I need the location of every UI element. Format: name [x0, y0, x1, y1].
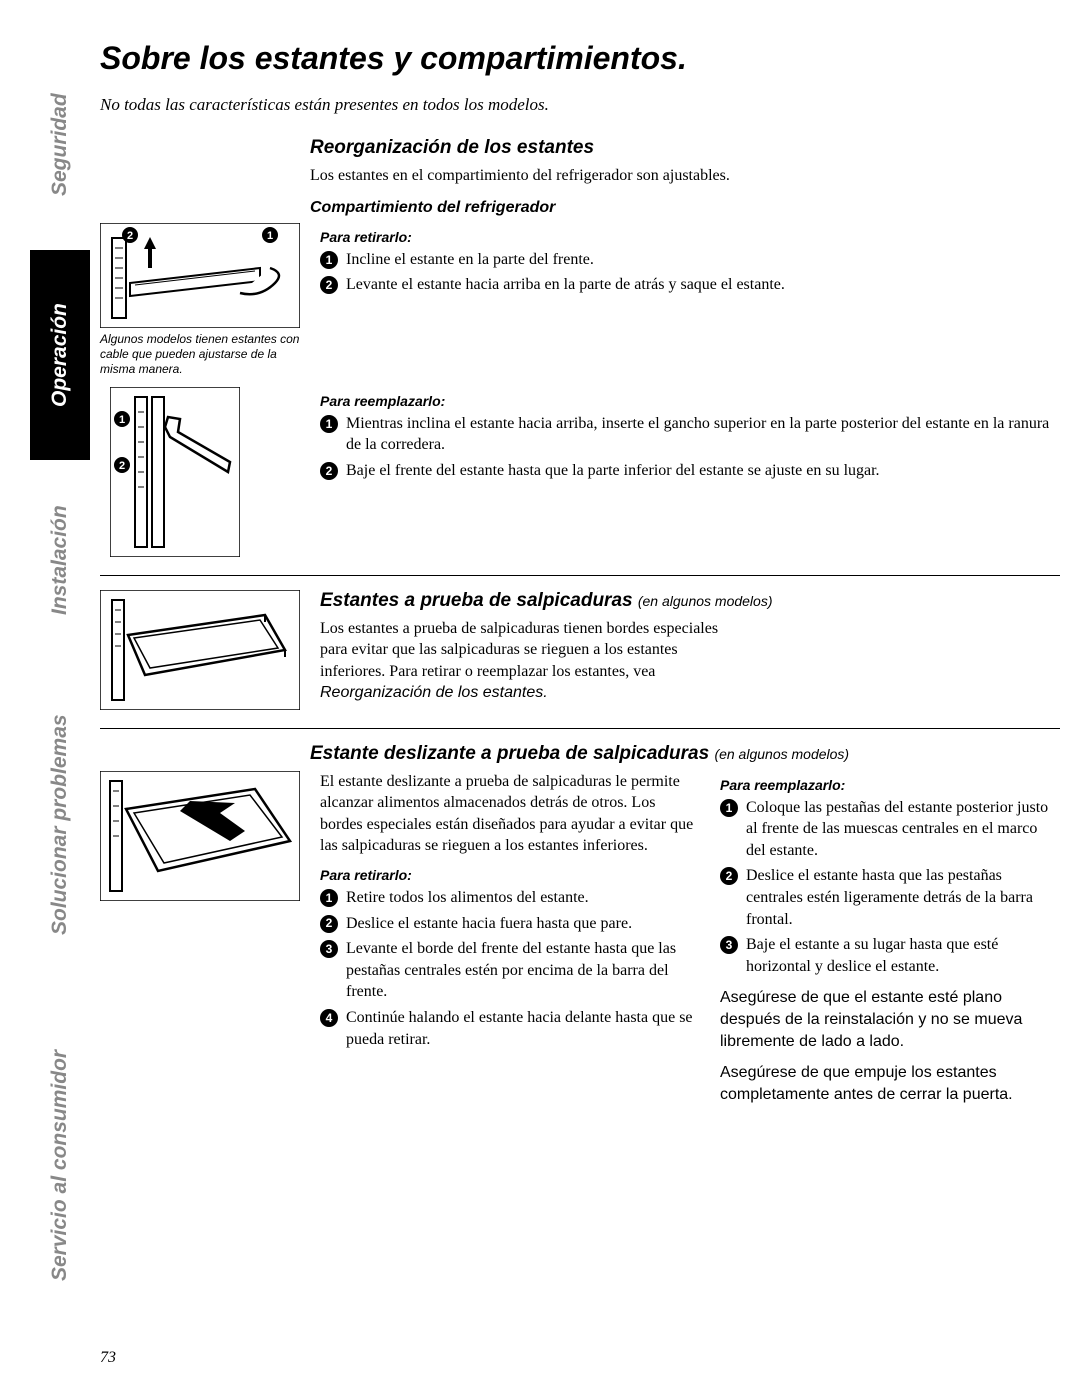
reorg-replace-figure-col: 1 2 [100, 387, 300, 557]
slide-header: Estante deslizante a prueba de salpicadu… [310, 743, 1060, 765]
svg-text:1: 1 [267, 230, 273, 242]
slide-intro: El estante deslizante a prueba de salpic… [320, 771, 700, 857]
sidebar-tab-3[interactable]: Solucionar problemas [30, 660, 90, 990]
spill-text-col: Estantes a prueba de salpicaduras (en al… [320, 590, 1060, 710]
step: 2 Deslice el estante hacia fuera hasta qu… [320, 913, 700, 935]
step: 3 Levante el borde del frente del estante… [320, 938, 700, 1003]
slide-title-text: Estante deslizante a prueba de salpicadu… [310, 743, 709, 764]
sidebar-tab-4[interactable]: Servicio al consumidor [30, 990, 90, 1340]
step-number-icon: 3 [320, 940, 338, 958]
reorg-replace-row: 1 2 Para reemplazarlo: 1 Mientras inclina… [100, 387, 1060, 557]
step: 1 Coloque las pestañas del estante poster… [720, 797, 1060, 862]
step-text: Retire todos los alimentos del estante. [346, 887, 589, 909]
step-text: Levante el estante hacia arriba en la pa… [346, 274, 785, 296]
step-number-icon: 2 [720, 867, 738, 885]
step: 1 Incline el estante en la parte del fren… [320, 249, 1060, 271]
step-text: Baje el frente del estante hasta que la … [346, 460, 880, 482]
replace-heading: Para reemplazarlo: [320, 393, 1060, 409]
step-number-icon: 1 [320, 251, 338, 269]
reorg-intro: Los estantes en el compartimiento del re… [310, 165, 1060, 187]
slide-remove-heading: Para retirarlo: [320, 867, 700, 883]
main-content: Sobre los estantes y compartimientos. No… [100, 40, 1060, 1105]
step-number-icon: 2 [320, 915, 338, 933]
step: 3 Baje el estante a su lugar hasta que es… [720, 934, 1060, 977]
sidebar-tab-0[interactable]: Seguridad [30, 40, 90, 250]
step-text: Incline el estante en la parte del frent… [346, 249, 594, 271]
page-title: Sobre los estantes y compartimientos. [100, 40, 1060, 77]
reorg-row: 2 1 Algunos modelos tienen estantes con … [100, 223, 1060, 377]
svg-text:2: 2 [127, 230, 133, 242]
shelf-replace-figure: 1 2 [110, 387, 240, 557]
step-text: Coloque las pestañas del estante posteri… [746, 797, 1060, 862]
step-number-icon: 2 [320, 276, 338, 294]
sidebar-tab-2[interactable]: Instalación [30, 460, 90, 660]
remove-heading: Para retirarlo: [320, 229, 1060, 245]
step-text: Levante el borde del frente del estante … [346, 938, 700, 1003]
step-number-icon: 1 [320, 415, 338, 433]
page-number: 73 [100, 1349, 116, 1367]
step: 4 Continúe halando el estante hacia delan… [320, 1007, 700, 1050]
step-number-icon: 4 [320, 1009, 338, 1027]
divider-1 [100, 575, 1060, 576]
step-number-icon: 3 [720, 936, 738, 954]
step: 1 Mientras inclina el estante hacia arrib… [320, 413, 1060, 456]
spill-title: Estantes a prueba de salpicaduras (en al… [320, 590, 1060, 612]
reorg-figure-col: 2 1 Algunos modelos tienen estantes con … [100, 223, 300, 377]
slide-qualifier: (en algunos modelos) [714, 746, 849, 762]
svg-text:2: 2 [119, 460, 125, 472]
step: 2 Levante el estante hacia arriba en la p… [320, 274, 1060, 296]
step-number-icon: 1 [320, 889, 338, 907]
page-subtitle: No todas las características están prese… [100, 95, 1060, 115]
slide-note1: Asegúrese de que el estante esté plano d… [720, 987, 1060, 1052]
reorg-replace-steps-col: Para reemplazarlo: 1 Mientras inclina el … [320, 387, 1060, 557]
spill-title-text: Estantes a prueba de salpicaduras [320, 590, 633, 611]
slide-replace-heading: Para reemplazarlo: [720, 777, 1060, 793]
slide-replace-steps: 1 Coloque las pestañas del estante poster… [720, 797, 1060, 978]
slide-shelf-figure [100, 771, 300, 901]
step-text: Deslice el estante hasta que las pestaña… [746, 865, 1060, 930]
step-text: Baje el estante a su lugar hasta que est… [746, 934, 1060, 977]
slide-title: Estante deslizante a prueba de salpicadu… [310, 743, 1060, 765]
slide-right-col: Para reemplazarlo: 1 Coloque las pestañas… [720, 771, 1060, 1106]
slide-left-col: El estante deslizante a prueba de salpic… [320, 771, 700, 1106]
spill-body: Los estantes a prueba de salpicaduras ti… [320, 618, 740, 704]
slide-figure-col [100, 771, 300, 1106]
reorg-title: Reorganización de los estantes [310, 137, 1060, 159]
slide-note2: Asegúrese de que empuje los estantes com… [720, 1062, 1060, 1105]
reorg-caption: Algunos modelos tienen estantes con cabl… [100, 332, 300, 377]
slide-row: El estante deslizante a prueba de salpic… [100, 771, 1060, 1106]
reorg-replace-steps: 1 Mientras inclina el estante hacia arrib… [320, 413, 1060, 482]
reorg-remove-steps: 1 Incline el estante en la parte del fren… [320, 249, 1060, 296]
spill-figure-col [100, 590, 300, 710]
slide-remove-steps: 1 Retire todos los alimentos del estante.… [320, 887, 700, 1050]
step: 2 Deslice el estante hasta que las pestañ… [720, 865, 1060, 930]
step: 2 Baje el frente del estante hasta que la… [320, 460, 1060, 482]
spill-body-text: Los estantes a prueba de salpicaduras ti… [320, 620, 718, 680]
shelf-remove-figure: 2 1 [100, 223, 300, 328]
sidebar-tab-1[interactable]: Operación [30, 250, 90, 460]
sidebar-tabs: SeguridadOperaciónInstalaciónSolucionar … [30, 40, 90, 1350]
step-text: Mientras inclina el estante hacia arriba… [346, 413, 1060, 456]
reorg-subheading: Compartimiento del refrigerador [310, 199, 1060, 217]
step-number-icon: 1 [720, 799, 738, 817]
reorg-remove-steps-col: Para retirarlo: 1 Incline el estante en l… [320, 223, 1060, 377]
svg-text:1: 1 [119, 414, 125, 426]
spill-qualifier: (en algunos modelos) [638, 593, 773, 609]
step: 1 Retire todos los alimentos del estante. [320, 887, 700, 909]
spill-body-ref: Reorganización de los estantes. [320, 684, 548, 701]
spill-shelf-figure [100, 590, 300, 710]
spill-row: Estantes a prueba de salpicaduras (en al… [100, 590, 1060, 710]
step-text: Continúe halando el estante hacia delant… [346, 1007, 700, 1050]
reorg-header: Reorganización de los estantes Los estan… [310, 137, 1060, 217]
divider-2 [100, 728, 1060, 729]
step-number-icon: 2 [320, 462, 338, 480]
step-text: Deslice el estante hacia fuera hasta que… [346, 913, 632, 935]
